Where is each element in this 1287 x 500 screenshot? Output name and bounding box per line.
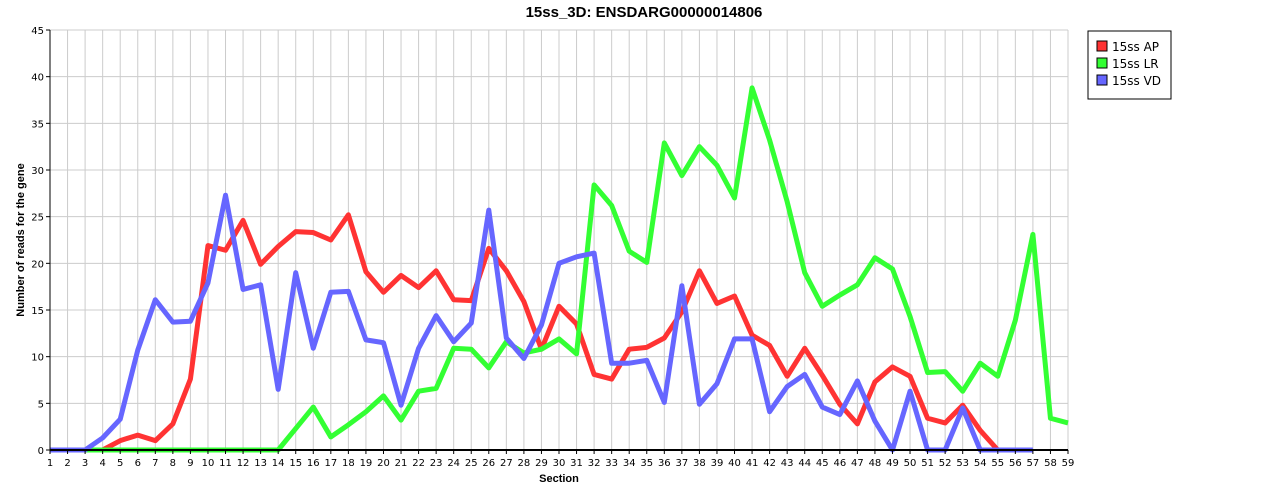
legend-swatch: [1096, 74, 1108, 86]
x-tick-label: 2: [64, 458, 70, 469]
x-tick-label: 54: [974, 458, 987, 469]
x-tick-label: 41: [746, 458, 759, 469]
x-tick-label: 22: [412, 458, 425, 469]
legend-label: 15ss VD: [1112, 74, 1161, 88]
y-tick-label: 25: [31, 213, 44, 224]
x-tick-label: 50: [904, 458, 917, 469]
x-tick-label: 34: [623, 458, 636, 469]
series-line-3: [50, 192, 1033, 453]
x-tick-label: 27: [500, 458, 513, 469]
y-tick-label: 20: [31, 259, 44, 270]
x-tick-label: 23: [430, 458, 443, 469]
y-tick-label: 0: [38, 446, 44, 457]
x-tick-label: 35: [640, 458, 653, 469]
legend-swatch: [1096, 40, 1108, 52]
x-tick-label: 28: [518, 458, 531, 469]
x-tick-label: 1: [47, 458, 53, 469]
y-tick-label: 35: [31, 119, 44, 130]
x-tick-label: 19: [360, 458, 373, 469]
x-tick-label: 25: [465, 458, 478, 469]
x-tick-label: 53: [956, 458, 969, 469]
x-tick-label: 31: [570, 458, 583, 469]
x-tick-label: 26: [482, 458, 495, 469]
x-tick-label: 55: [991, 458, 1004, 469]
grid-lines: [49, 29, 1069, 451]
legend-swatch: [1096, 57, 1108, 69]
x-tick-label: 56: [1009, 458, 1022, 469]
x-axis-label: Section: [539, 473, 579, 485]
x-tick-label: 8: [170, 458, 176, 469]
x-tick-label: 48: [869, 458, 882, 469]
x-tick-label: 11: [219, 458, 232, 469]
x-tick-label: 45: [816, 458, 829, 469]
x-tick-label: 6: [135, 458, 141, 469]
x-tick-label: 21: [395, 458, 408, 469]
x-tick-label: 47: [851, 458, 864, 469]
legend-label: 15ss AP: [1112, 40, 1159, 54]
x-tick-label: 51: [921, 458, 934, 469]
x-tick-label: 32: [588, 458, 601, 469]
axes: [46, 29, 1069, 454]
x-tick-label: 46: [833, 458, 846, 469]
y-tick-label: 5: [38, 399, 44, 410]
y-axis-label: Number of reads for the gene: [15, 163, 27, 316]
x-tick-label: 15: [289, 458, 302, 469]
x-tick-label: 37: [675, 458, 688, 469]
chart-title: 15ss_3D: ENSDARG00000014806: [526, 4, 763, 21]
x-tick-label: 4: [99, 458, 105, 469]
x-tick-label: 43: [781, 458, 794, 469]
x-tick-label: 12: [237, 458, 250, 469]
x-tick-label: 33: [605, 458, 618, 469]
x-tick-label: 59: [1062, 458, 1075, 469]
series-line-1: [50, 212, 1000, 453]
x-tick-label: 42: [763, 458, 776, 469]
x-tick-labels: 1 2 3 4 5 6 7 8 9 10 11 12 13 14 15 16 17 18 19 20 21 22 23 24 2…: [47, 458, 1075, 469]
y-tick-label: 30: [31, 166, 44, 177]
x-tick-label: 10: [202, 458, 215, 469]
y-tick-label: 15: [31, 306, 44, 317]
legend: 15ss AP 15ss LR 15ss VD: [1087, 30, 1172, 100]
x-tick-label: 30: [553, 458, 566, 469]
x-tick-label: 13: [254, 458, 267, 469]
x-tick-label: 40: [728, 458, 741, 469]
x-tick-label: 18: [342, 458, 355, 469]
x-tick-label: 57: [1027, 458, 1040, 469]
x-tick-label: 16: [307, 458, 320, 469]
y-tick-label: 10: [31, 353, 44, 364]
x-tick-label: 20: [377, 458, 390, 469]
x-tick-label: 29: [535, 458, 548, 469]
y-tick-labels: 0 5 10 15 20 25 30 35 40 45: [31, 26, 44, 457]
x-tick-label: 7: [152, 458, 158, 469]
legend-label: 15ss LR: [1112, 57, 1159, 71]
x-tick-label: 17: [324, 458, 337, 469]
y-tick-label: 40: [31, 73, 44, 84]
x-tick-label: 39: [711, 458, 724, 469]
x-tick-label: 38: [693, 458, 706, 469]
x-tick-label: 24: [447, 458, 460, 469]
x-tick-label: 36: [658, 458, 671, 469]
x-tick-label: 49: [886, 458, 899, 469]
x-tick-label: 14: [272, 458, 285, 469]
x-tick-label: 52: [939, 458, 952, 469]
y-tick-label: 45: [31, 26, 44, 37]
x-tick-label: 58: [1044, 458, 1057, 469]
x-tick-label: 3: [82, 458, 88, 469]
x-tick-label: 9: [187, 458, 193, 469]
x-tick-label: 5: [117, 458, 123, 469]
x-tick-label: 44: [798, 458, 811, 469]
